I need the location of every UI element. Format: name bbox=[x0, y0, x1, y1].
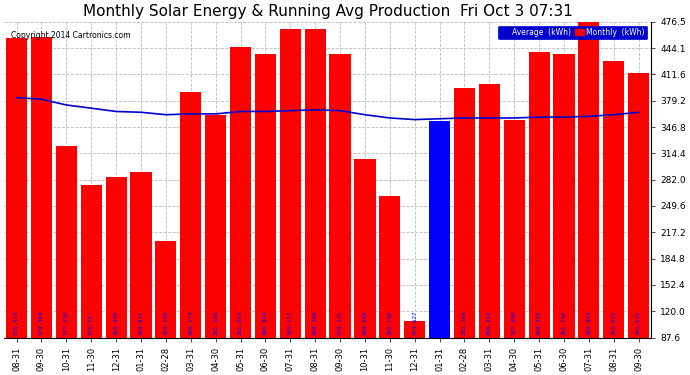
Text: 361.943: 361.943 bbox=[238, 310, 243, 335]
Bar bbox=[279, 28, 301, 375]
Text: 355.368: 355.368 bbox=[462, 310, 467, 335]
Bar bbox=[81, 185, 102, 375]
Bar bbox=[180, 92, 201, 375]
Bar bbox=[578, 21, 600, 375]
Bar bbox=[454, 88, 475, 375]
Bar bbox=[56, 146, 77, 375]
Text: 363.625: 363.625 bbox=[611, 310, 616, 335]
Bar bbox=[479, 84, 500, 375]
Bar bbox=[504, 120, 525, 375]
Text: 369.117: 369.117 bbox=[288, 310, 293, 335]
Text: 361.740: 361.740 bbox=[562, 310, 566, 335]
Text: 360.108: 360.108 bbox=[387, 310, 393, 335]
Text: 363.871: 363.871 bbox=[139, 310, 144, 335]
Text: 365.940: 365.940 bbox=[114, 310, 119, 335]
Bar bbox=[330, 54, 351, 375]
Bar bbox=[205, 115, 226, 375]
Text: 359.330: 359.330 bbox=[537, 310, 542, 335]
Bar bbox=[106, 177, 127, 375]
Bar bbox=[404, 321, 425, 375]
Text: 357.890: 357.890 bbox=[512, 310, 517, 335]
Bar bbox=[553, 54, 575, 375]
Bar bbox=[429, 121, 450, 375]
Bar bbox=[304, 29, 326, 375]
Text: 359.148: 359.148 bbox=[164, 310, 168, 335]
Bar bbox=[130, 172, 152, 375]
Text: 369.568: 369.568 bbox=[362, 310, 368, 335]
Text: 376.414: 376.414 bbox=[14, 310, 19, 335]
Legend: Average  (kWh), Monthly  (kWh): Average (kWh), Monthly (kWh) bbox=[498, 26, 647, 39]
Text: 377.320: 377.320 bbox=[64, 310, 69, 335]
Text: 354.594: 354.594 bbox=[437, 310, 442, 335]
Text: 369.708: 369.708 bbox=[313, 310, 317, 335]
Text: Copyright 2014 Cartronics.com: Copyright 2014 Cartronics.com bbox=[10, 31, 130, 40]
Text: 366.954: 366.954 bbox=[263, 310, 268, 335]
Bar bbox=[355, 159, 375, 375]
Bar bbox=[255, 54, 276, 375]
Text: 354.627: 354.627 bbox=[412, 310, 417, 335]
Text: 365.625: 365.625 bbox=[636, 310, 641, 335]
Bar bbox=[380, 196, 400, 375]
Bar bbox=[628, 73, 649, 375]
Bar bbox=[230, 47, 251, 375]
Bar bbox=[603, 61, 624, 375]
Bar bbox=[31, 37, 52, 375]
Text: 356.210: 356.210 bbox=[487, 310, 492, 335]
Bar bbox=[155, 241, 177, 375]
Text: 379.384: 379.384 bbox=[39, 310, 44, 335]
Bar bbox=[6, 38, 27, 375]
Bar bbox=[529, 52, 550, 375]
Text: 370.275: 370.275 bbox=[337, 310, 342, 335]
Text: 359.174: 359.174 bbox=[188, 310, 193, 335]
Title: Monthly Solar Energy & Running Avg Production  Fri Oct 3 07:31: Monthly Solar Energy & Running Avg Produ… bbox=[83, 4, 573, 19]
Text: 375.75: 375.75 bbox=[89, 314, 94, 335]
Text: 362.924: 362.924 bbox=[586, 310, 591, 335]
Text: 361.566: 361.566 bbox=[213, 310, 218, 335]
